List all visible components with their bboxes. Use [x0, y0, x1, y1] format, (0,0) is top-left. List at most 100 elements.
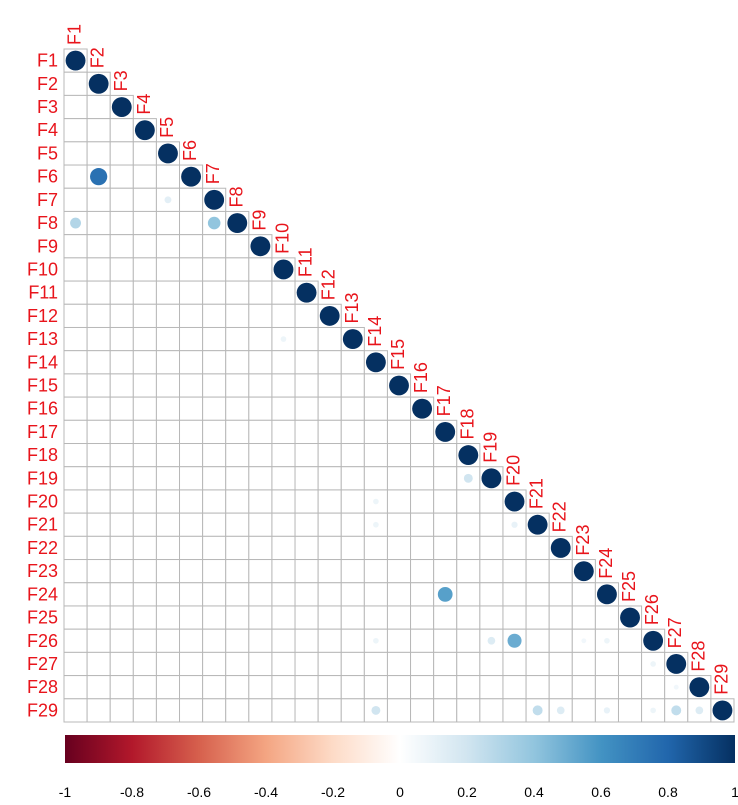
grid-cell	[294, 489, 319, 514]
grid-cell	[179, 698, 204, 723]
grid-cell	[433, 466, 458, 491]
row-label: F1	[37, 51, 58, 71]
grid-cell	[525, 675, 550, 700]
grid-cell	[132, 210, 157, 236]
grid-cell	[386, 396, 412, 421]
row-labels: F1 F2 F3 F4 F5 F6 F7 F8 F9 F10 F11 F12 F13 F14 F15 F16 F…	[27, 51, 58, 721]
grid-cell	[456, 489, 481, 514]
grid-cell	[248, 280, 273, 305]
row-label: F2	[37, 74, 58, 94]
grid-cell	[363, 675, 388, 700]
correlation-circle	[581, 638, 587, 644]
grid-cell	[63, 141, 88, 166]
row-label: F24	[27, 584, 58, 604]
grid-cell	[179, 605, 204, 630]
row-label: F12	[27, 306, 58, 326]
grid-cell	[155, 396, 181, 421]
column-label: F6	[180, 140, 200, 161]
grid-cell	[340, 651, 365, 677]
grid-cell	[132, 141, 157, 166]
grid-cell	[317, 350, 342, 375]
grid-cell	[386, 651, 412, 677]
correlation-circle	[227, 213, 248, 233]
grid-cell	[109, 675, 134, 700]
correlation-circle	[373, 637, 379, 644]
grid-cell	[433, 675, 458, 700]
grid-cell	[271, 280, 296, 305]
grid-cell	[410, 559, 435, 584]
grid-cell	[294, 466, 319, 491]
grid-cell	[109, 559, 134, 584]
correlation-circle	[504, 491, 525, 512]
grid-cell	[502, 675, 527, 700]
grid-cell	[340, 396, 365, 421]
grid-cell	[363, 651, 388, 677]
correlation-circle	[604, 637, 610, 644]
colorbar-tick-label: 0.4	[524, 784, 544, 800]
grid-cell	[340, 675, 365, 700]
grid-cell	[179, 651, 204, 677]
correlation-circle	[90, 168, 108, 186]
grid-cell	[248, 489, 273, 514]
grid-cell	[155, 512, 181, 537]
grid-cell	[502, 559, 527, 584]
grid-cell	[86, 535, 111, 561]
column-label: F13	[342, 292, 362, 323]
grid-cell	[317, 489, 342, 514]
colorbar-tick-label: 0.8	[658, 784, 678, 800]
grid-cell	[271, 373, 296, 398]
grid-cell	[86, 94, 111, 120]
correlation-circle	[695, 706, 704, 715]
grid-cell	[225, 257, 250, 282]
grid-cell	[132, 651, 157, 677]
grid-cell	[179, 303, 204, 328]
row-label: F5	[37, 143, 58, 163]
grid-cell	[433, 559, 458, 584]
grid-cell	[63, 326, 88, 352]
grid-cell	[86, 396, 111, 421]
grid-cell	[317, 605, 342, 630]
grid-cell	[155, 651, 181, 677]
grid-cell	[271, 303, 296, 328]
grid-cell	[155, 373, 181, 398]
grid-cell	[410, 675, 435, 700]
grid-cell	[248, 698, 273, 723]
correlation-circle	[712, 700, 733, 721]
grid-cell	[179, 512, 204, 537]
grid-cell	[617, 651, 643, 677]
grid-cell	[386, 419, 412, 445]
grid-cell	[202, 350, 227, 375]
grid-cell	[63, 559, 88, 584]
grid-cell	[132, 698, 157, 723]
grid-cell	[456, 582, 481, 607]
grid-cell	[248, 326, 273, 352]
grid-cell	[502, 582, 527, 607]
grid-cell	[86, 628, 111, 653]
grid-cell	[317, 535, 342, 561]
grid-cell	[86, 698, 111, 723]
correlation-circle	[204, 189, 225, 210]
grid-cell	[225, 303, 250, 328]
grid-cell	[248, 675, 273, 700]
grid-cell	[479, 651, 504, 677]
grid-cell	[248, 350, 273, 375]
grid-cell	[202, 535, 227, 561]
grid-cell	[479, 698, 504, 723]
grid-cell	[86, 326, 111, 352]
grid-cell	[271, 628, 296, 653]
grid-cell	[225, 559, 250, 584]
grid-cell	[132, 559, 157, 584]
grid-cell	[594, 605, 619, 630]
grid-cell	[132, 419, 157, 445]
grid-cell	[202, 466, 227, 491]
grid-cell	[63, 94, 88, 120]
grid-cell	[179, 535, 204, 561]
column-label: F2	[88, 47, 108, 68]
correlation-circle	[373, 521, 379, 528]
grid-cell	[363, 582, 388, 607]
grid-cell	[317, 675, 342, 700]
grid-cell	[456, 675, 481, 700]
grid-cell	[225, 326, 250, 352]
correlation-circle	[550, 538, 571, 558]
grid-cell	[202, 373, 227, 398]
